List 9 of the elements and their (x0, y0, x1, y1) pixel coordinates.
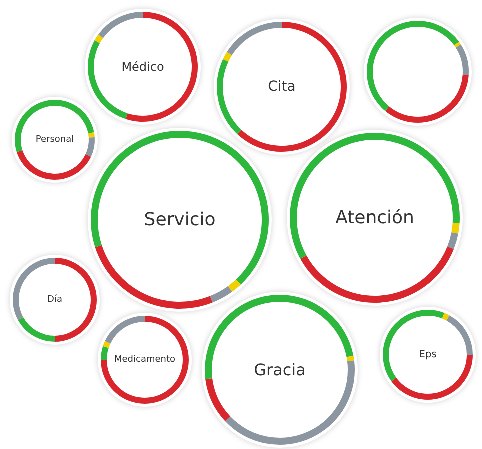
text: Eps (419, 350, 437, 360)
text: Gracia (254, 360, 306, 380)
text: Medicamento (114, 355, 176, 365)
text: Día (48, 294, 62, 305)
text: Médico (122, 60, 164, 74)
text: Servicio (144, 210, 216, 230)
text: Personal (36, 135, 74, 145)
text: Atención (336, 208, 414, 228)
text: Cita (268, 79, 296, 95)
